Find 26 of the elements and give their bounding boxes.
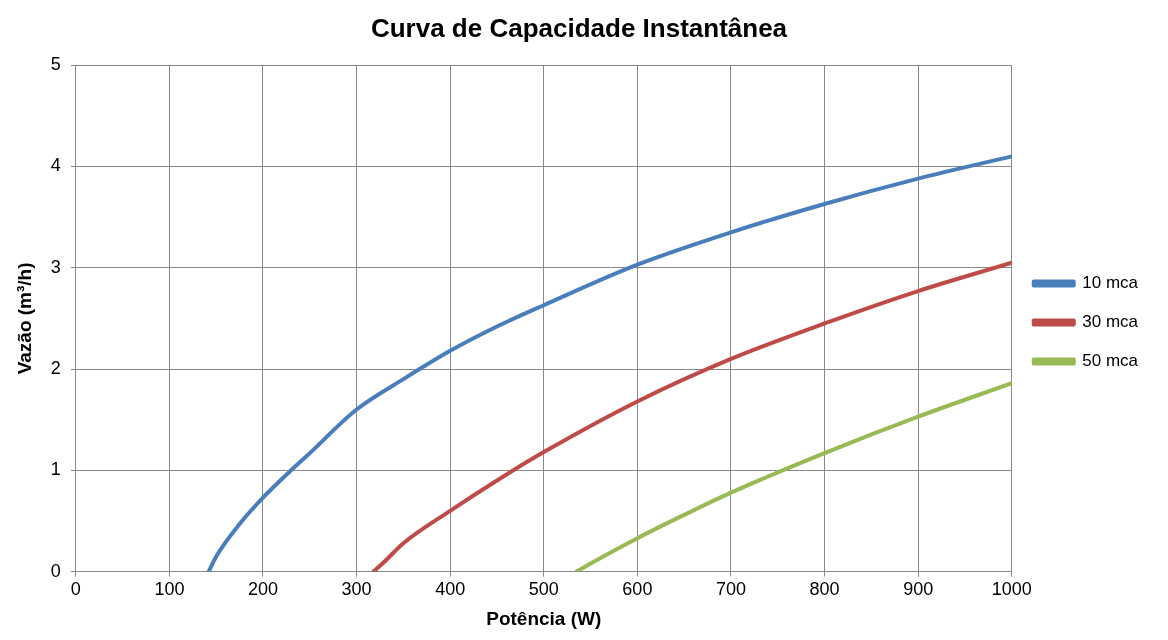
- x-tick-label: 200: [247, 579, 279, 600]
- y-tick-label: 1: [50, 459, 61, 480]
- y-axis-title: Vazão (m³/h): [13, 262, 35, 375]
- legend-label: 30 mca: [1082, 312, 1139, 332]
- x-axis-title: Potência (W): [486, 607, 602, 629]
- y-tick-label: 0: [50, 560, 61, 581]
- x-tick-label: 700: [715, 579, 746, 600]
- x-tick-label: 800: [809, 579, 840, 600]
- x-tick-label: 600: [622, 579, 653, 600]
- legend-label: 10 mca: [1082, 273, 1139, 293]
- y-tick-label: 5: [50, 54, 61, 75]
- y-tick-label: 4: [50, 155, 61, 176]
- x-tick-label: 900: [903, 579, 934, 600]
- x-tick-label: 0: [70, 579, 81, 600]
- y-tick-label: 2: [50, 358, 61, 379]
- line-series: [574, 381, 1012, 572]
- line-series: [206, 154, 1012, 572]
- x-tick-label: 100: [154, 579, 185, 600]
- chart-title: Curva de Capacidade Instantânea: [370, 12, 788, 43]
- legend-label: 50 mca: [1082, 351, 1139, 371]
- y-tick-label: 3: [50, 256, 61, 277]
- x-tick-label: 1000: [991, 579, 1032, 600]
- x-tick-label: 400: [435, 579, 466, 600]
- x-tick-label: 500: [528, 579, 559, 600]
- x-tick-label: 300: [341, 579, 372, 600]
- line-series: [371, 260, 1012, 572]
